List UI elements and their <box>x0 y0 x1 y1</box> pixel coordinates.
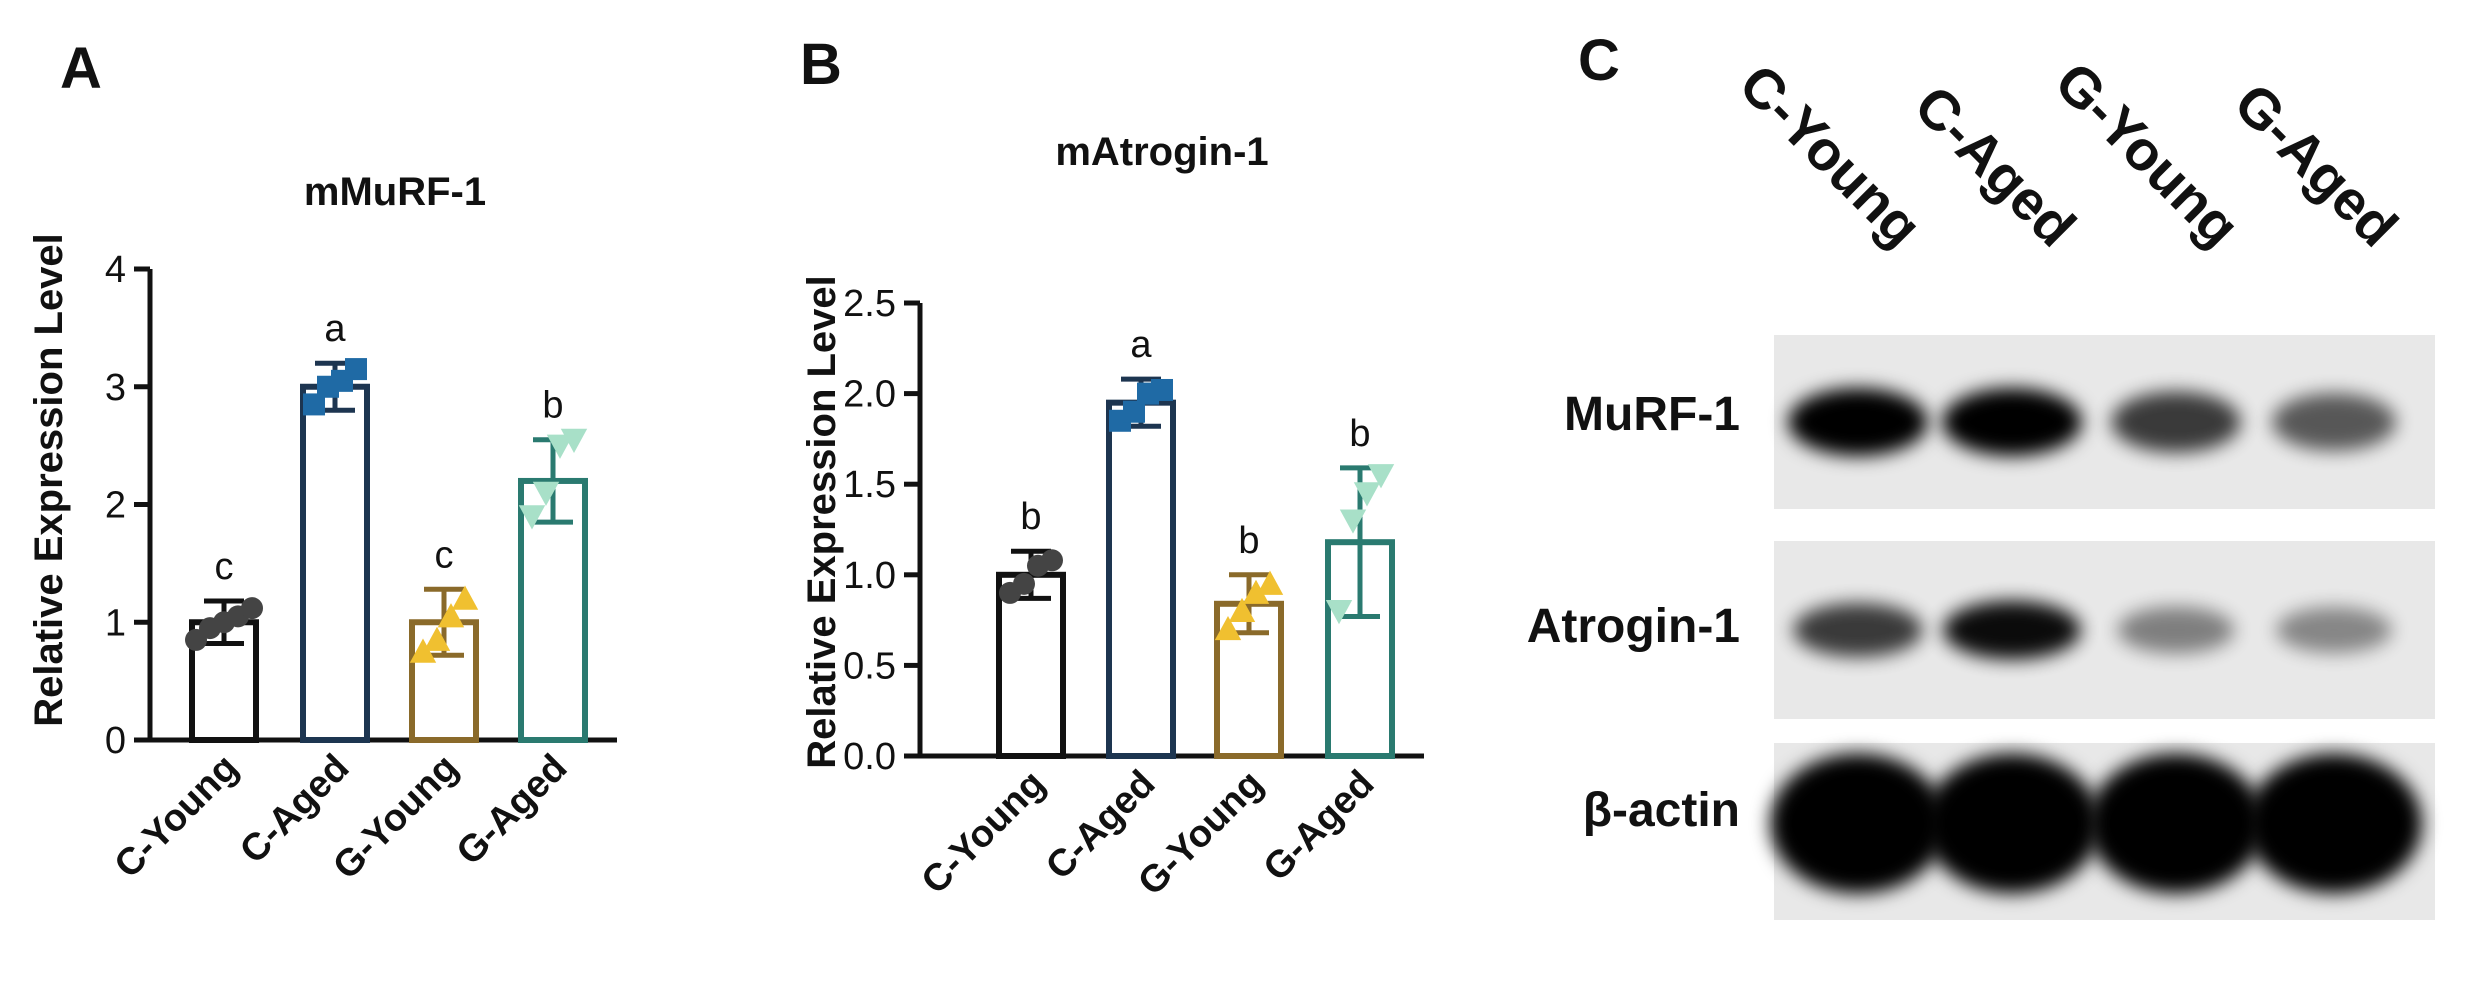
data-point <box>1123 400 1145 423</box>
y-tick-label: 0 <box>105 720 126 762</box>
blot-band <box>1943 600 2081 660</box>
y-axis-label: Relative Expression Level <box>27 233 71 727</box>
y-tick-label: 0.5 <box>843 645 896 687</box>
data-point <box>1013 572 1035 595</box>
data-point <box>451 585 479 610</box>
data-point <box>518 505 546 530</box>
bar <box>300 383 370 743</box>
y-tick-label: 1.0 <box>843 555 896 597</box>
data-point <box>532 481 560 506</box>
lane-label: G-Aged <box>2223 71 2411 259</box>
data-point <box>546 434 574 459</box>
blot-band <box>1793 603 1923 657</box>
data-point <box>437 603 465 628</box>
bar <box>1106 399 1176 759</box>
data-point <box>1041 549 1063 572</box>
data-point <box>409 638 437 663</box>
annotation: a <box>1130 324 1152 366</box>
annotation: b <box>1238 520 1259 562</box>
data-point <box>1151 378 1173 401</box>
y-tick-label: 2.5 <box>843 283 896 325</box>
data-point <box>1228 597 1256 623</box>
blot-band <box>2276 606 2392 654</box>
blot-band <box>1770 753 1946 894</box>
x-tick-label: C-Young <box>914 763 1054 903</box>
data-point <box>241 597 263 620</box>
panel-label: C <box>1578 28 1620 93</box>
row-label: Atrogin-1 <box>1527 600 1740 653</box>
blot-band <box>1924 753 2100 894</box>
y-tick-label: 1.5 <box>843 464 896 506</box>
panel-label: A <box>60 36 102 101</box>
blot-band <box>2246 753 2422 894</box>
blot-band <box>1942 388 2082 456</box>
data-point <box>1367 464 1395 489</box>
x-tick-label: G-Aged <box>449 747 576 874</box>
y-tick-label: 3 <box>105 367 126 409</box>
data-point <box>303 393 325 416</box>
annotation: c <box>435 534 454 576</box>
lane-label: C-Young <box>1727 52 1934 259</box>
data-point <box>345 358 367 381</box>
y-tick-label: 4 <box>105 249 126 291</box>
data-point <box>423 626 451 651</box>
annotation: b <box>1349 413 1370 455</box>
data-point <box>560 428 588 453</box>
data-point <box>1256 570 1284 595</box>
y-tick-label: 2.0 <box>843 374 896 416</box>
chart-title: mMuRF-1 <box>304 170 486 214</box>
data-point <box>1214 615 1242 641</box>
blot-band <box>2111 391 2241 453</box>
x-tick-label: C-Young <box>107 747 247 887</box>
x-tick-label: G-Aged <box>1256 763 1383 890</box>
blot-band <box>1788 388 1928 456</box>
annotation: b <box>542 385 563 427</box>
blot-band <box>2271 393 2397 451</box>
y-tick-label: 0.0 <box>843 736 896 778</box>
data-point <box>1325 600 1353 625</box>
y-tick-label: 2 <box>105 485 126 527</box>
y-tick-label: 1 <box>105 602 126 644</box>
data-point <box>1353 482 1381 507</box>
annotation: a <box>324 308 346 350</box>
blot-band <box>2088 753 2264 894</box>
row-label: MuRF-1 <box>1564 388 1740 441</box>
blot-band <box>2117 606 2235 654</box>
y-axis-label: Relative Expression Level <box>800 275 844 769</box>
row-label: β-actin <box>1583 784 1740 837</box>
data-point <box>1339 509 1367 534</box>
annotation: c <box>215 546 234 588</box>
panel-label: B <box>800 32 842 97</box>
chart-title: mAtrogin-1 <box>1055 130 1268 174</box>
data-point <box>1242 579 1270 604</box>
annotation: b <box>1020 496 1041 538</box>
